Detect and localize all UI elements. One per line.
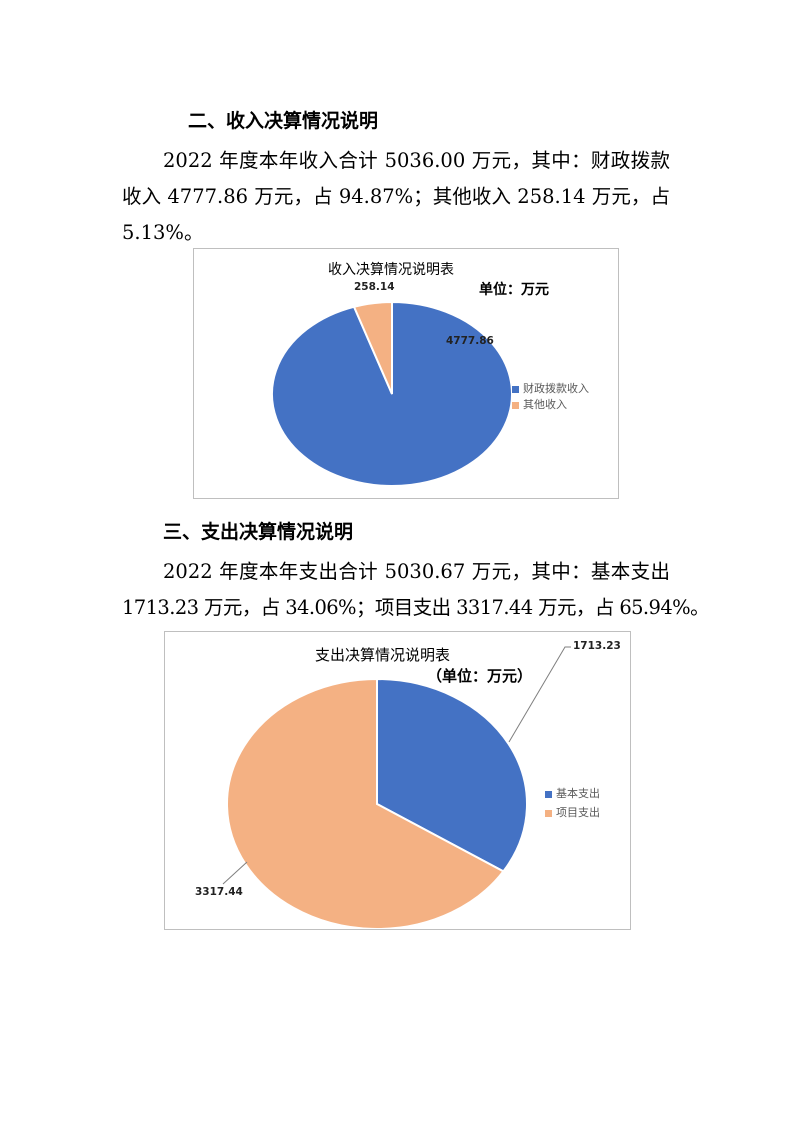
income-pie-svg — [271, 300, 513, 487]
legend-label: 项目支出 — [556, 806, 600, 819]
pie-slice-1 — [352, 300, 393, 395]
legend-label: 财政拨款收入 — [523, 382, 589, 395]
data-label-project: 3317.44 — [195, 886, 243, 898]
legend-label: 基本支出 — [556, 787, 600, 800]
paragraph-line: 收入 4777.86 万元，占 94.87%；其他收入 258.14 万元，占 — [122, 185, 670, 208]
income-pie-chart: 收入决算情况说明表 单位：万元 258.14 4777.86 财政拨款收入 其他… — [193, 248, 619, 499]
section-heading-expense: 三、支出决算情况说明 — [163, 521, 354, 543]
expense-pie-chart: 支出决算情况说明表 （单位：万元） 1713.23 3317.44 基本支出 项… — [164, 631, 631, 930]
legend-swatch — [545, 809, 552, 817]
leader-line — [508, 646, 571, 743]
section-heading-income: 二、收入决算情况说明 — [188, 110, 379, 132]
legend-swatch — [545, 790, 552, 798]
chart-unit: （单位：万元） — [427, 667, 533, 685]
paragraph-line: 5.13%。 — [122, 221, 204, 244]
data-label-fiscal: 4777.86 — [446, 335, 494, 347]
legend-swatch — [512, 401, 519, 409]
legend-label: 其他收入 — [523, 398, 567, 411]
data-label-basic: 1713.23 — [573, 640, 621, 652]
chart-unit: 单位：万元 — [479, 282, 549, 298]
paragraph-line: 1713.23 万元，占 34.06%；项目支出 3317.44 万元，占 65… — [122, 596, 710, 619]
legend-item-project: 项目支出 — [545, 804, 600, 820]
leader-line — [222, 861, 248, 885]
chart-title: 支出决算情况说明表 — [315, 646, 451, 664]
legend-item-fiscal: 财政拨款收入 — [512, 380, 589, 396]
paragraph-line: 2022 年度本年收入合计 5036.00 万元，其中：财政拨款 — [163, 149, 670, 172]
data-label-other: 258.14 — [354, 281, 395, 293]
paragraph-line: 2022 年度本年支出合计 5030.67 万元，其中：基本支出 — [163, 560, 670, 583]
legend-item-other: 其他收入 — [512, 396, 567, 412]
legend-swatch — [512, 385, 519, 393]
chart-title: 收入决算情况说明表 — [328, 262, 454, 278]
expense-pie-svg — [222, 646, 571, 929]
legend-item-basic: 基本支出 — [545, 785, 600, 801]
